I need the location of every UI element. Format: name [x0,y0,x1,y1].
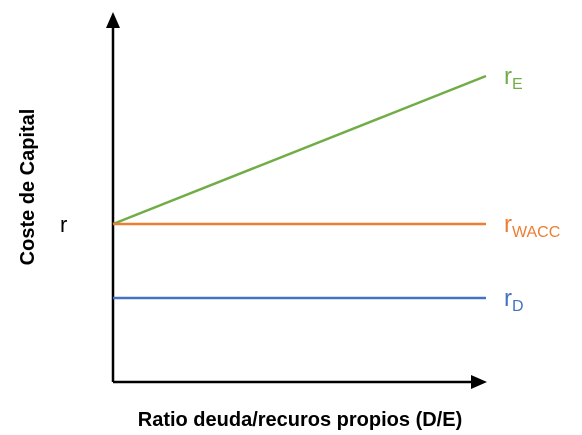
series-group [112,74,487,300]
series-label-d: rD [504,285,524,315]
x-axis-arrow [471,375,487,389]
series-label-e: rE [504,63,523,93]
series-line-e [112,74,487,226]
series-labels: rE rWACC rD [504,63,560,315]
y-marker-label: r [60,212,67,237]
x-axis-label: Ratio deuda/recuros propios (D/E) [138,409,462,431]
y-axis-label: Coste de Capital [17,109,39,266]
y-axis-arrow [106,12,120,28]
series-label-wacc: rWACC [504,211,560,241]
